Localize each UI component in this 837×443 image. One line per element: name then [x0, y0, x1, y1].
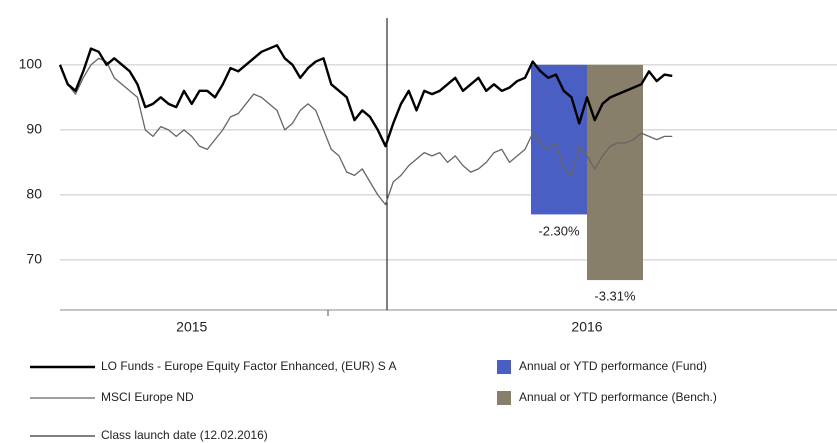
y-tick-label: 70 [26, 251, 42, 267]
legend-label: Class launch date (12.02.2016) [101, 428, 268, 442]
bar [531, 64, 587, 215]
y-tick-label: 80 [26, 186, 42, 202]
bar [587, 64, 643, 281]
line-series [59, 57, 673, 206]
legend-label: Annual or YTD performance (Bench.) [519, 390, 717, 404]
bar-value-label: -2.30% [538, 223, 580, 238]
x-tick-label: 2016 [571, 319, 602, 335]
bar-value-label: -3.31% [594, 288, 636, 303]
legend-label: MSCI Europe ND [101, 390, 194, 404]
legend-swatch [497, 391, 511, 405]
x-tick-label: 2015 [176, 319, 207, 335]
legend-label: Annual or YTD performance (Fund) [519, 359, 707, 373]
legend-label: LO Funds - Europe Equity Factor Enhanced… [101, 359, 396, 373]
y-tick-label: 100 [19, 56, 43, 72]
legend-swatch [497, 360, 511, 374]
line-series [58, 44, 673, 148]
y-tick-label: 90 [26, 121, 42, 137]
